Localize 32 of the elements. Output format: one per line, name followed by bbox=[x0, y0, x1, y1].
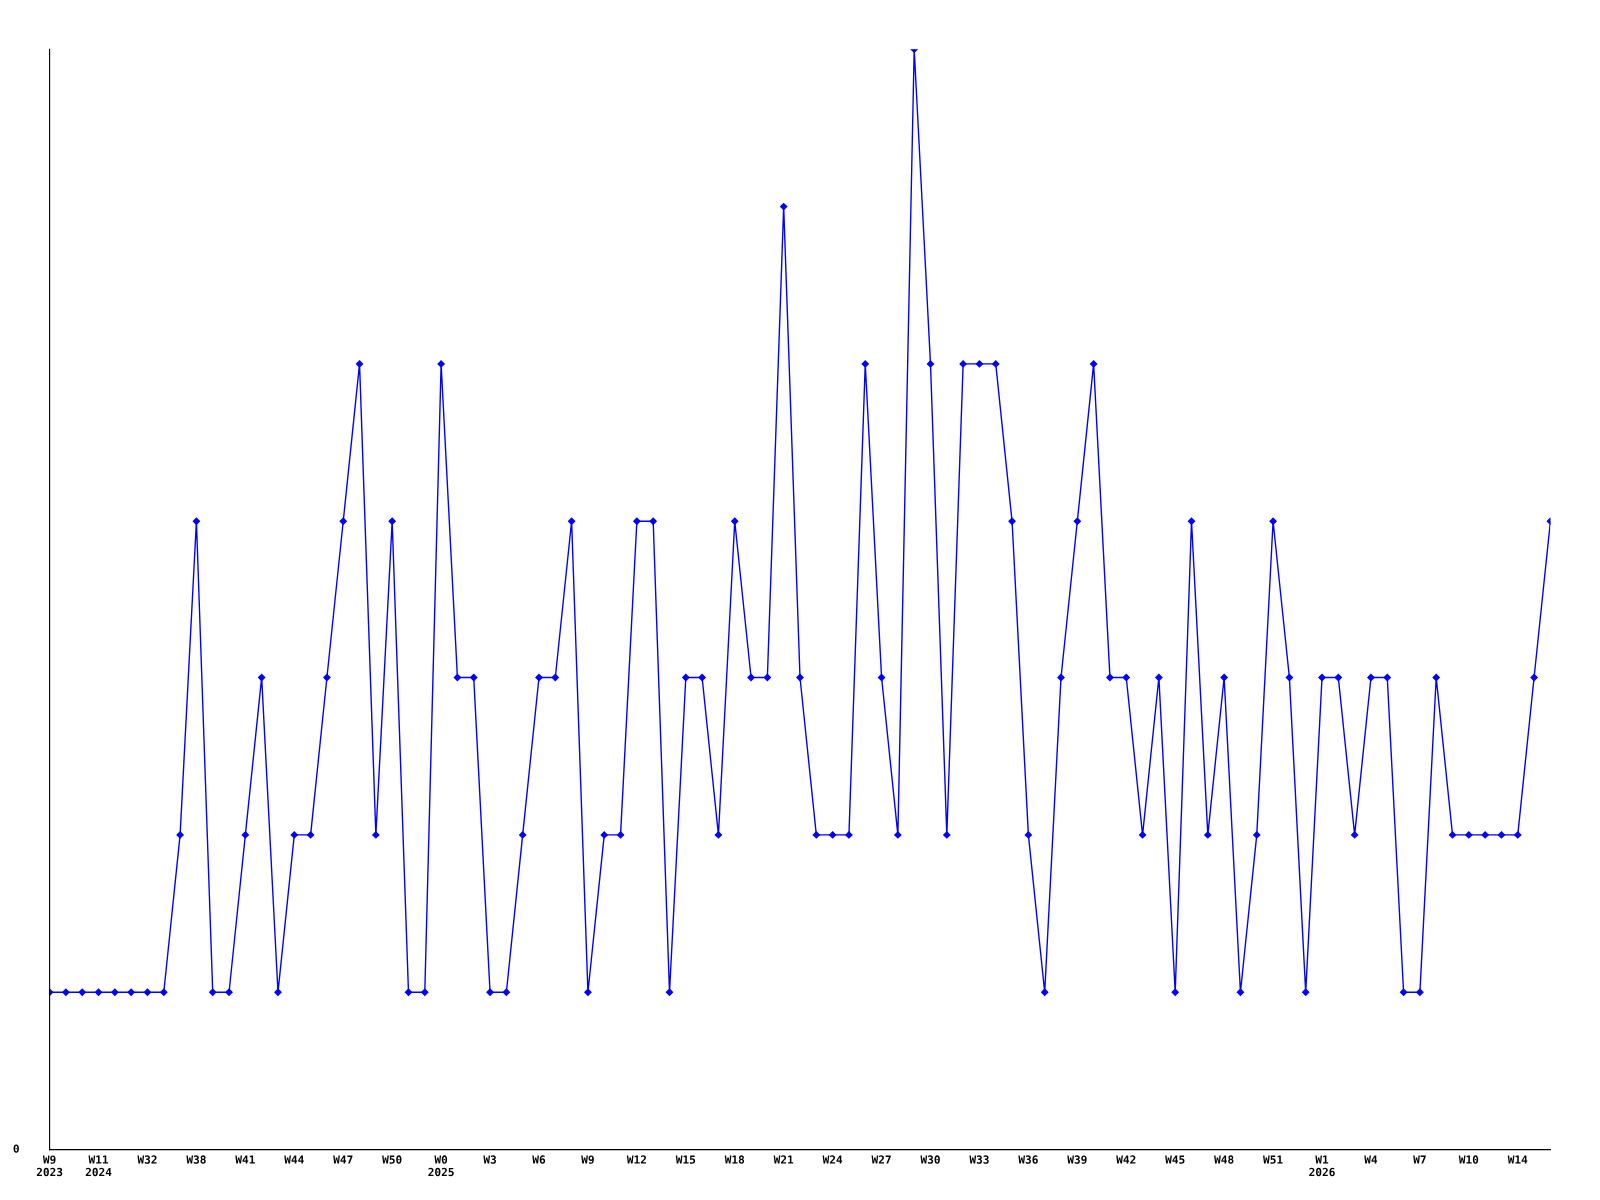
x-tick-label: W12 bbox=[626, 1155, 646, 1164]
x-tick-label: W3 bbox=[483, 1155, 497, 1164]
x-tick-label: W15 bbox=[675, 1155, 696, 1164]
x-tick-label: W36 bbox=[1018, 1155, 1038, 1164]
x-tick-label: W47 bbox=[333, 1155, 353, 1164]
x-tick-label: W9 bbox=[581, 1155, 594, 1164]
x-tick-label: W45 bbox=[1165, 1155, 1185, 1164]
x-tick-label: W50 bbox=[382, 1155, 402, 1164]
x-tick-label: W27 bbox=[871, 1155, 891, 1164]
x-tick-label: W33 bbox=[969, 1155, 989, 1164]
x-tick-label: W32 bbox=[137, 1155, 157, 1164]
x-tick-label: W18 bbox=[724, 1155, 745, 1164]
text: 0 bbox=[13, 1144, 19, 1153]
x-tick-label: W10 bbox=[1458, 1155, 1479, 1164]
x-tick-label: W14 bbox=[1507, 1155, 1528, 1164]
x-tick-label: W21 bbox=[773, 1155, 794, 1164]
x-tick-label: W48 bbox=[1214, 1155, 1234, 1164]
x-tick-label: W30 bbox=[920, 1155, 940, 1164]
x-tick-label: W39 bbox=[1067, 1155, 1087, 1164]
x-tick-label: W51 bbox=[1263, 1155, 1283, 1164]
x-tick-label: W42 bbox=[1116, 1155, 1136, 1164]
x-tick-label: W6 bbox=[532, 1155, 546, 1164]
x-tick-label: W4 bbox=[1364, 1155, 1378, 1164]
x-tick-label: W1 2026 bbox=[1309, 1155, 1335, 1177]
x-tick-label: W41 bbox=[235, 1155, 255, 1164]
x-tick-label: W44 bbox=[284, 1155, 304, 1164]
x-tick-label: W9 2023 bbox=[36, 1155, 63, 1177]
x-tick-label: W0 2025 bbox=[428, 1155, 454, 1177]
x-tick-label: W38 bbox=[186, 1155, 206, 1164]
x-tick-label: W7 bbox=[1413, 1155, 1426, 1164]
x-tick-label: W24 bbox=[822, 1155, 843, 1164]
x-tick-label: W11 2024 bbox=[85, 1155, 112, 1177]
